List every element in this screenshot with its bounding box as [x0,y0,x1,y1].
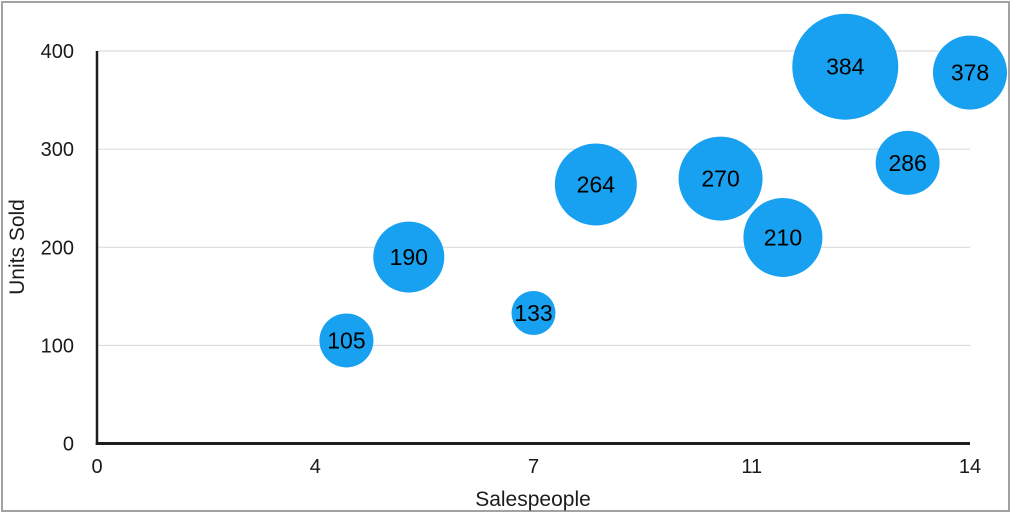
bubble[interactable] [933,35,1007,110]
x-tick-label: 11 [741,456,762,478]
bubble-label: 105 [327,327,365,353]
bubble-label: 133 [514,300,552,326]
bubble[interactable] [875,130,940,195]
y-axis-title: Units Sold [6,199,29,295]
y-tick-label: 300 [41,139,74,161]
y-tick-label: 200 [41,237,74,259]
x-tick-label: 7 [528,456,539,478]
bubble[interactable] [511,290,556,335]
bubble[interactable] [373,221,445,293]
bubble-label: 286 [888,150,926,176]
bubble[interactable] [319,313,374,368]
bubble[interactable] [554,143,637,226]
bubble[interactable] [678,136,763,221]
bubble[interactable] [743,197,823,277]
x-axis-title: Salespeople [475,488,591,511]
y-tick-label: 0 [63,434,74,456]
bubble-series: 105 190 133 264 270 210 384 286 378 [319,13,1007,368]
y-tick-label: 400 [41,41,74,63]
bubble[interactable] [792,13,899,120]
bubble-label: 378 [951,60,989,86]
bubble-label: 190 [390,244,428,270]
y-tick-label: 100 [41,335,74,357]
tick-labels: 0 100 200 300 400 0 4 7 11 14 [41,41,982,478]
bubble-label: 270 [701,166,739,192]
axes [95,51,970,445]
x-tick-label: 14 [959,456,981,478]
bubble-label: 384 [826,54,865,80]
gridlines [97,50,970,346]
bubble-label: 264 [577,171,616,197]
x-tick-label: 4 [310,456,321,478]
x-tick-label: 0 [91,456,102,478]
bubble-label: 210 [764,224,802,250]
